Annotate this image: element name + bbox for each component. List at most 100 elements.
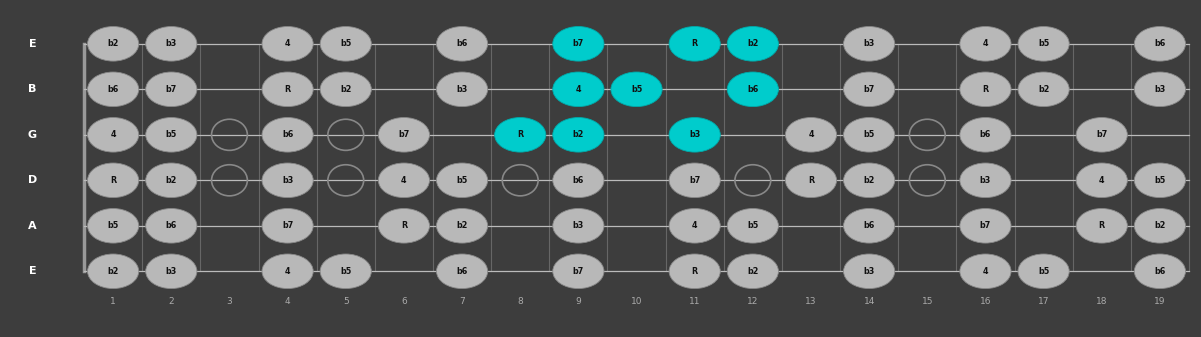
Ellipse shape <box>1134 209 1185 243</box>
Text: 4: 4 <box>285 297 291 306</box>
Ellipse shape <box>1018 72 1069 106</box>
Text: 15: 15 <box>921 297 933 306</box>
Ellipse shape <box>378 118 430 152</box>
Ellipse shape <box>669 209 721 243</box>
Text: 18: 18 <box>1097 297 1107 306</box>
Ellipse shape <box>262 27 313 61</box>
Ellipse shape <box>145 209 197 243</box>
Text: b7: b7 <box>689 176 700 185</box>
Ellipse shape <box>436 72 488 106</box>
Ellipse shape <box>321 254 371 288</box>
Text: b5: b5 <box>340 267 352 276</box>
Ellipse shape <box>145 118 197 152</box>
Text: b3: b3 <box>573 221 584 230</box>
Text: R: R <box>982 85 988 94</box>
Ellipse shape <box>728 27 778 61</box>
Text: 16: 16 <box>980 297 991 306</box>
Ellipse shape <box>436 163 488 197</box>
Text: b5: b5 <box>1154 176 1165 185</box>
Text: b3: b3 <box>980 176 991 185</box>
Ellipse shape <box>436 209 488 243</box>
Text: 4: 4 <box>982 267 988 276</box>
Text: b6: b6 <box>456 267 467 276</box>
Text: 5: 5 <box>343 297 348 306</box>
Text: 10: 10 <box>631 297 643 306</box>
Ellipse shape <box>611 72 662 106</box>
Text: b7: b7 <box>399 130 410 139</box>
Text: b5: b5 <box>631 85 643 94</box>
Text: 4: 4 <box>401 176 407 185</box>
Text: R: R <box>692 39 698 48</box>
Text: 4: 4 <box>982 39 988 48</box>
Ellipse shape <box>88 254 139 288</box>
Ellipse shape <box>262 118 313 152</box>
Ellipse shape <box>552 118 604 152</box>
Text: b7: b7 <box>573 267 584 276</box>
Ellipse shape <box>88 209 139 243</box>
Ellipse shape <box>1134 72 1185 106</box>
Text: 3: 3 <box>227 297 232 306</box>
Ellipse shape <box>145 72 197 106</box>
Ellipse shape <box>262 254 313 288</box>
Ellipse shape <box>88 72 139 106</box>
Text: 13: 13 <box>805 297 817 306</box>
Text: b2: b2 <box>1038 85 1050 94</box>
Text: 4: 4 <box>110 130 116 139</box>
Ellipse shape <box>960 209 1011 243</box>
Text: B: B <box>29 84 36 94</box>
Text: b5: b5 <box>456 176 467 185</box>
Text: b3: b3 <box>864 267 874 276</box>
Ellipse shape <box>728 209 778 243</box>
Text: b2: b2 <box>166 176 177 185</box>
Ellipse shape <box>262 163 313 197</box>
Text: b5: b5 <box>747 221 759 230</box>
Ellipse shape <box>960 163 1011 197</box>
Ellipse shape <box>669 163 721 197</box>
Text: b5: b5 <box>1038 39 1050 48</box>
Text: b6: b6 <box>747 85 759 94</box>
Text: b7: b7 <box>864 85 874 94</box>
Ellipse shape <box>145 163 197 197</box>
Ellipse shape <box>728 254 778 288</box>
Text: b7: b7 <box>166 85 177 94</box>
Text: R: R <box>285 85 291 94</box>
Text: 6: 6 <box>401 297 407 306</box>
Ellipse shape <box>728 72 778 106</box>
Text: G: G <box>28 130 37 140</box>
Text: 4: 4 <box>575 85 581 94</box>
Ellipse shape <box>145 27 197 61</box>
Text: b3: b3 <box>1154 85 1165 94</box>
Ellipse shape <box>262 209 313 243</box>
Text: b2: b2 <box>747 267 759 276</box>
Ellipse shape <box>88 163 139 197</box>
Text: b3: b3 <box>166 39 177 48</box>
Text: b3: b3 <box>282 176 293 185</box>
Text: R: R <box>401 221 407 230</box>
Text: 12: 12 <box>747 297 759 306</box>
Ellipse shape <box>321 72 371 106</box>
Text: b2: b2 <box>107 267 119 276</box>
Text: b2: b2 <box>864 176 874 185</box>
Ellipse shape <box>960 72 1011 106</box>
Text: 11: 11 <box>689 297 700 306</box>
Text: b3: b3 <box>456 85 467 94</box>
Text: b6: b6 <box>1154 267 1165 276</box>
Ellipse shape <box>1018 27 1069 61</box>
Ellipse shape <box>321 27 371 61</box>
Ellipse shape <box>88 27 139 61</box>
Ellipse shape <box>88 118 139 152</box>
Text: 19: 19 <box>1154 297 1166 306</box>
Text: b3: b3 <box>166 267 177 276</box>
Ellipse shape <box>843 163 895 197</box>
Text: b7: b7 <box>573 39 584 48</box>
Text: b6: b6 <box>456 39 467 48</box>
Text: b3: b3 <box>689 130 700 139</box>
Ellipse shape <box>960 27 1011 61</box>
Ellipse shape <box>960 254 1011 288</box>
Ellipse shape <box>552 27 604 61</box>
Ellipse shape <box>436 254 488 288</box>
Text: 14: 14 <box>864 297 874 306</box>
Text: b6: b6 <box>282 130 293 139</box>
Text: b5: b5 <box>1038 267 1050 276</box>
Text: 9: 9 <box>575 297 581 306</box>
